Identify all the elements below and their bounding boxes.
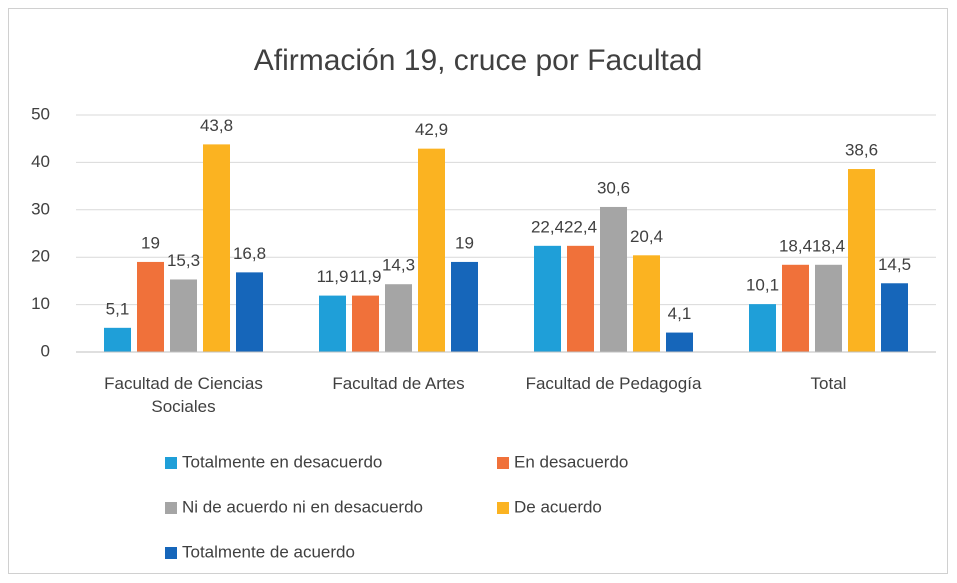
data-label: 18,4 [812, 236, 845, 255]
data-label: 11,9 [317, 267, 349, 286]
data-label: 11,9 [350, 267, 382, 286]
chart-title: Afirmación 19, cruce por Facultad [254, 44, 703, 77]
bar [633, 255, 660, 352]
y-tick-label: 30 [31, 199, 50, 218]
legend-label: Ni de acuerdo ni en desacuerdo [182, 497, 423, 516]
bar [782, 264, 809, 352]
x-tick-label: Facultad de Ciencias Sociales [104, 374, 263, 416]
chart-frame [8, 8, 948, 574]
bar [170, 279, 197, 352]
legend-label: Totalmente en desacuerdo [182, 452, 382, 471]
data-label: 14,5 [878, 255, 911, 274]
bar [600, 206, 627, 352]
data-label: 38,6 [845, 141, 878, 160]
legend-swatch [165, 547, 177, 559]
bar [848, 169, 875, 352]
data-label: 19 [455, 233, 474, 252]
data-label: 10,1 [746, 276, 779, 295]
y-tick-label: 40 [31, 152, 50, 171]
y-tick-label: 0 [41, 341, 50, 360]
bar [815, 264, 842, 352]
legend-label: Totalmente de acuerdo [182, 542, 355, 561]
bar [319, 295, 346, 352]
data-label: 5,1 [106, 299, 130, 318]
data-label: 15,3 [167, 251, 200, 270]
data-label: 14,3 [382, 256, 415, 275]
bar [236, 272, 263, 352]
legend-label: En desacuerdo [514, 452, 628, 471]
bar [203, 144, 230, 352]
bar [881, 283, 908, 352]
legend-label: De acuerdo [514, 497, 602, 516]
bar [352, 295, 379, 352]
data-label: 43,8 [200, 116, 233, 135]
data-label: 30,6 [597, 178, 630, 197]
bar [567, 245, 594, 352]
legend-swatch [497, 457, 509, 469]
x-tick-label: Facultad de Pedagogía [525, 374, 702, 393]
data-label: 16,8 [233, 244, 266, 263]
legend-swatch [497, 502, 509, 514]
y-tick-label: 10 [31, 294, 50, 313]
bar [137, 261, 164, 352]
y-tick-label: 50 [31, 104, 50, 123]
y-tick-label: 20 [31, 247, 50, 266]
bar [534, 245, 561, 352]
legend-swatch [165, 502, 177, 514]
bar [385, 284, 412, 352]
bar [104, 327, 131, 352]
data-label: 4,1 [668, 304, 692, 323]
bar [749, 304, 776, 352]
bar [451, 261, 478, 352]
x-tick-label: Facultad de Artes [332, 374, 465, 393]
data-label: 19 [141, 233, 160, 252]
bar [418, 148, 445, 352]
data-label: 42,9 [415, 120, 448, 139]
data-label: 22,4 [531, 217, 564, 236]
data-label: 22,4 [564, 217, 597, 236]
x-tick-label: Total [810, 374, 847, 393]
data-label: 18,4 [779, 236, 812, 255]
data-label: 20,4 [630, 227, 663, 246]
legend-swatch [165, 457, 177, 469]
bar [666, 332, 693, 352]
